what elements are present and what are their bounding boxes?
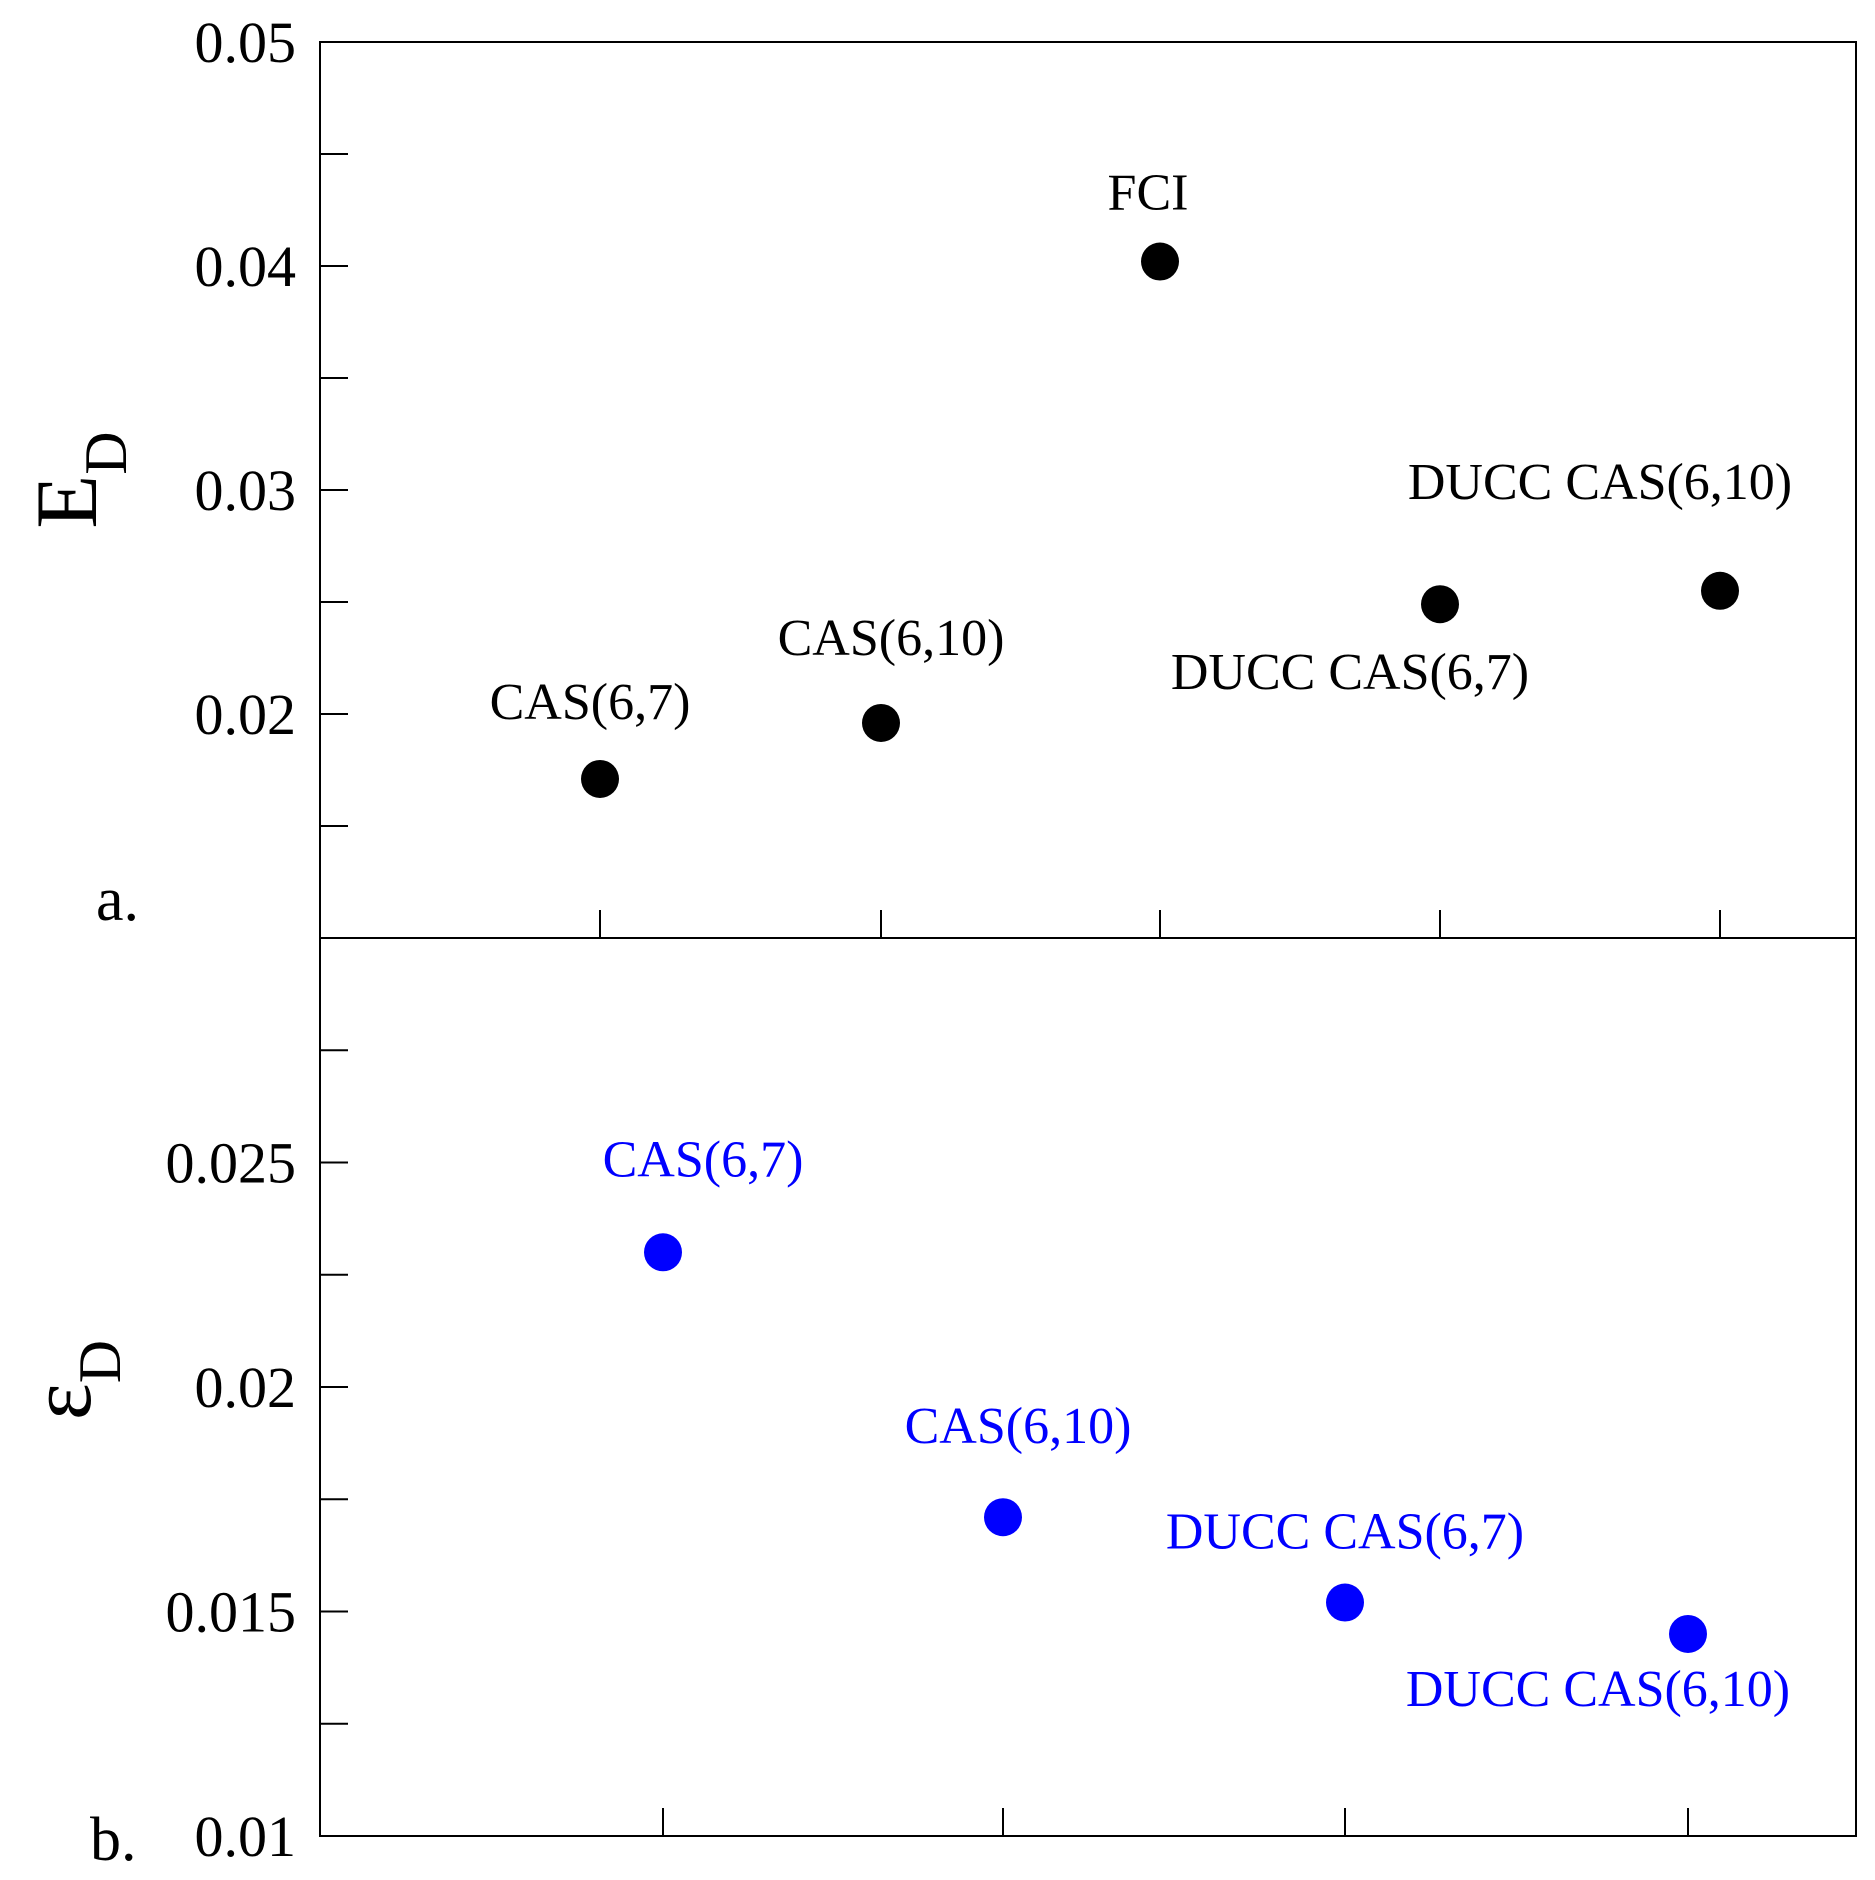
y-tick-label: 0.02: [195, 1355, 297, 1420]
y-tick-label: 0.01: [195, 1804, 297, 1869]
data-point: [1421, 585, 1459, 624]
y-tick-label: 0.015: [166, 1580, 297, 1645]
data-point: [862, 703, 900, 742]
data-point: [581, 759, 619, 798]
y-tick-label: 0.05: [195, 10, 297, 75]
panel-a-energy-plot: 0.05 0.04 0.03 0.02 CAS(6,7) CAS(6,10) FCI DUCC…: [19, 10, 1857, 939]
point-label: DUCC CAS(6,7): [1166, 1504, 1524, 1561]
point-label: CAS(6,7): [603, 1131, 804, 1188]
data-point: [644, 1233, 682, 1272]
y-tick-label: 0.025: [166, 1131, 297, 1196]
point-label: DUCC CAS(6,10): [1408, 454, 1792, 511]
data-point: [984, 1498, 1022, 1537]
y-tick-label: 0.03: [195, 458, 297, 523]
point-label: DUCC CAS(6,7): [1171, 644, 1529, 701]
panel-b-epsilon-plot: 0.025 0.02 0.015 0.01 CAS(6,7) CAS(6,10) DUCC …: [13, 937, 1857, 1874]
data-point: [1669, 1614, 1707, 1653]
point-label: FCI: [1108, 165, 1189, 222]
y-tick-label: 0.02: [195, 682, 297, 747]
point-label: DUCC CAS(6,10): [1406, 1661, 1790, 1718]
y-axis-title: ED: [19, 431, 139, 528]
point-label: CAS(6,10): [905, 1398, 1132, 1455]
data-point: [1326, 1583, 1364, 1622]
point-label: CAS(6,10): [778, 610, 1005, 667]
data-point: [1701, 571, 1739, 610]
panel-label: a.: [96, 866, 139, 934]
y-axis-title: εD: [13, 1340, 133, 1420]
y-tick-label: 0.04: [195, 234, 297, 299]
point-label: CAS(6,7): [490, 674, 691, 731]
data-point: [1141, 242, 1179, 281]
panel-label: b.: [90, 1806, 137, 1874]
